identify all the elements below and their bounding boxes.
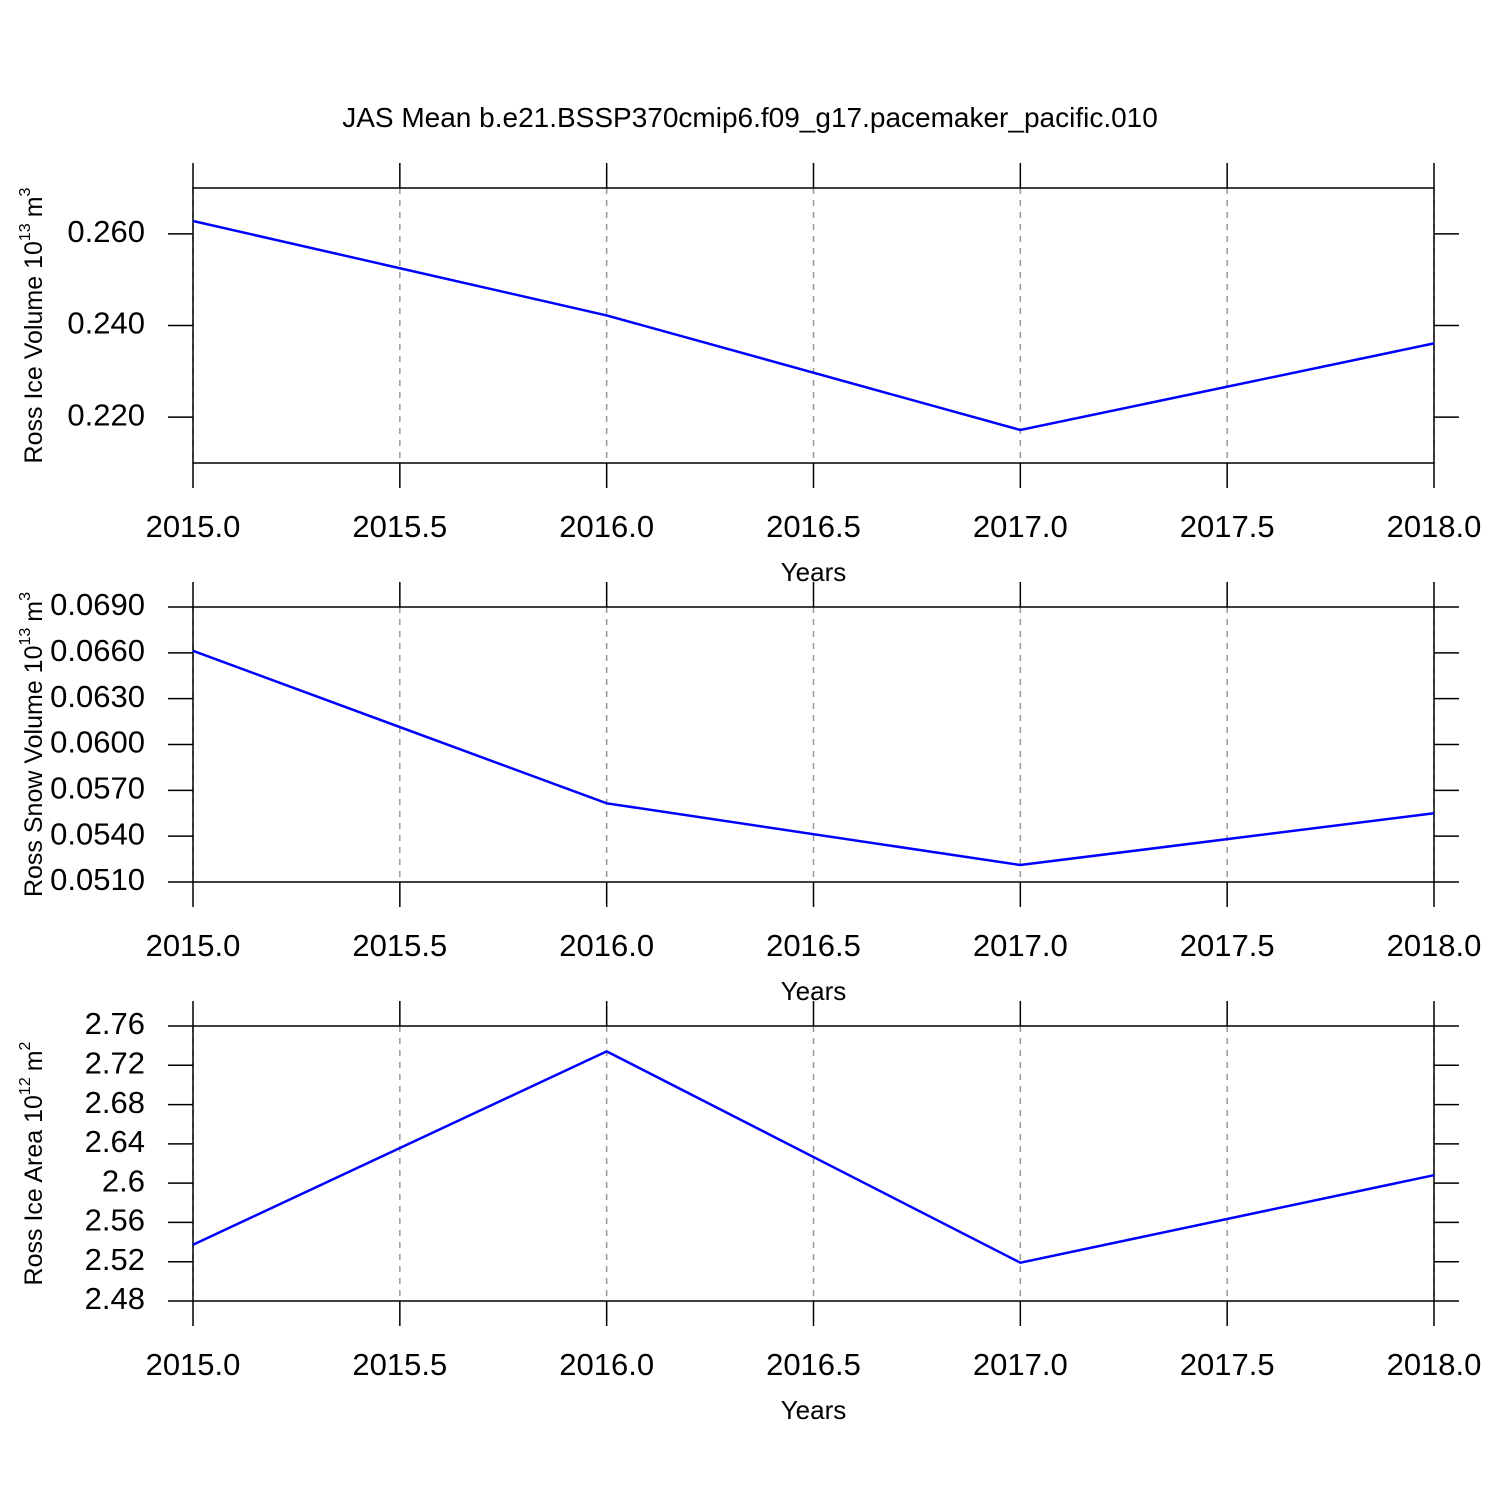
y-axis-label-part: Ross Snow Volume 10 (20, 646, 48, 898)
data-line (192, 219, 1435, 432)
y-tick-label: 2.64 (85, 1124, 145, 1159)
y-tick-label: 0.0570 (50, 771, 145, 806)
x-tick-label: 2016.0 (559, 1347, 654, 1382)
x-axis-label: Years (781, 1395, 847, 1425)
x-tick-label: 2016.5 (766, 1347, 861, 1382)
y-axis-label-part: Ross Ice Volume 10 (20, 241, 48, 463)
y-tick-label: 0.0540 (50, 816, 145, 851)
x-tick-label: 2017.5 (1180, 509, 1275, 544)
y-axis-label: Ross Ice Volume 1013 m3 (17, 187, 48, 463)
y-axis-label-part: 12 (17, 1077, 34, 1095)
plot-frame (192, 187, 1435, 464)
x-tick-label: 2016.5 (766, 509, 861, 544)
y-tick-label: 0.0660 (50, 633, 145, 668)
y-tick-label: 0.240 (67, 306, 145, 341)
y-axis-label-part: 2 (17, 1041, 34, 1050)
x-tick-label: 2018.0 (1387, 928, 1482, 963)
x-tick-label: 2017.5 (1180, 1347, 1275, 1382)
plot-frame (192, 1025, 1435, 1302)
plot-frame (192, 606, 1435, 883)
y-tick-label: 2.72 (85, 1045, 145, 1080)
x-tick-label: 2015.5 (352, 1347, 447, 1382)
x-tick-label: 2015.0 (146, 928, 241, 963)
y-axis-label-part: m (20, 601, 48, 622)
y-tick-label: 2.68 (85, 1085, 145, 1120)
data-line (192, 1049, 1435, 1265)
y-tick-label: 2.48 (85, 1281, 145, 1316)
y-axis-label-part: 3 (17, 592, 34, 601)
y-tick-label: 0.0600 (50, 725, 145, 760)
y-tick-label: 0.0630 (50, 679, 145, 714)
y-axis-label-part: 13 (17, 628, 34, 646)
x-tick-label: 2017.5 (1180, 928, 1275, 963)
y-axis-label: Ross Ice Area 1012 m2 (17, 1041, 48, 1285)
x-tick-label: 2017.0 (973, 509, 1068, 544)
y-tick-label: 0.0690 (50, 587, 145, 622)
y-axis-label-part: Ross Ice Area 10 (20, 1095, 48, 1285)
y-axis-label-part: 3 (17, 187, 34, 196)
x-tick-label: 2018.0 (1387, 509, 1482, 544)
y-axis-label-part: m (20, 1050, 48, 1071)
y-tick-label: 0.0510 (50, 862, 145, 897)
y-tick-label: 2.56 (85, 1203, 145, 1238)
data-line (192, 649, 1435, 867)
x-tick-label: 2015.5 (352, 509, 447, 544)
x-tick-label: 2015.5 (352, 928, 447, 963)
y-tick-label: 2.76 (85, 1006, 145, 1041)
x-tick-label: 2017.0 (973, 1347, 1068, 1382)
x-tick-label: 2016.5 (766, 928, 861, 963)
y-axis-label-part: m (20, 196, 48, 217)
y-axis-label: Ross Snow Volume 1013 m3 (17, 592, 48, 897)
y-tick-label: 0.260 (67, 214, 145, 249)
y-axis-label-part: 13 (17, 223, 34, 241)
y-tick-label: 2.6 (102, 1163, 145, 1198)
chart-title: JAS Mean b.e21.BSSP370cmip6.f09_g17.pace… (342, 102, 1158, 133)
x-tick-label: 2016.0 (559, 928, 654, 963)
x-tick-label: 2015.0 (146, 509, 241, 544)
y-tick-label: 0.220 (67, 397, 145, 432)
y-tick-label: 2.52 (85, 1242, 145, 1277)
x-tick-label: 2017.0 (973, 928, 1068, 963)
x-tick-label: 2016.0 (559, 509, 654, 544)
x-tick-label: 2015.0 (146, 1347, 241, 1382)
x-tick-label: 2018.0 (1387, 1347, 1482, 1382)
